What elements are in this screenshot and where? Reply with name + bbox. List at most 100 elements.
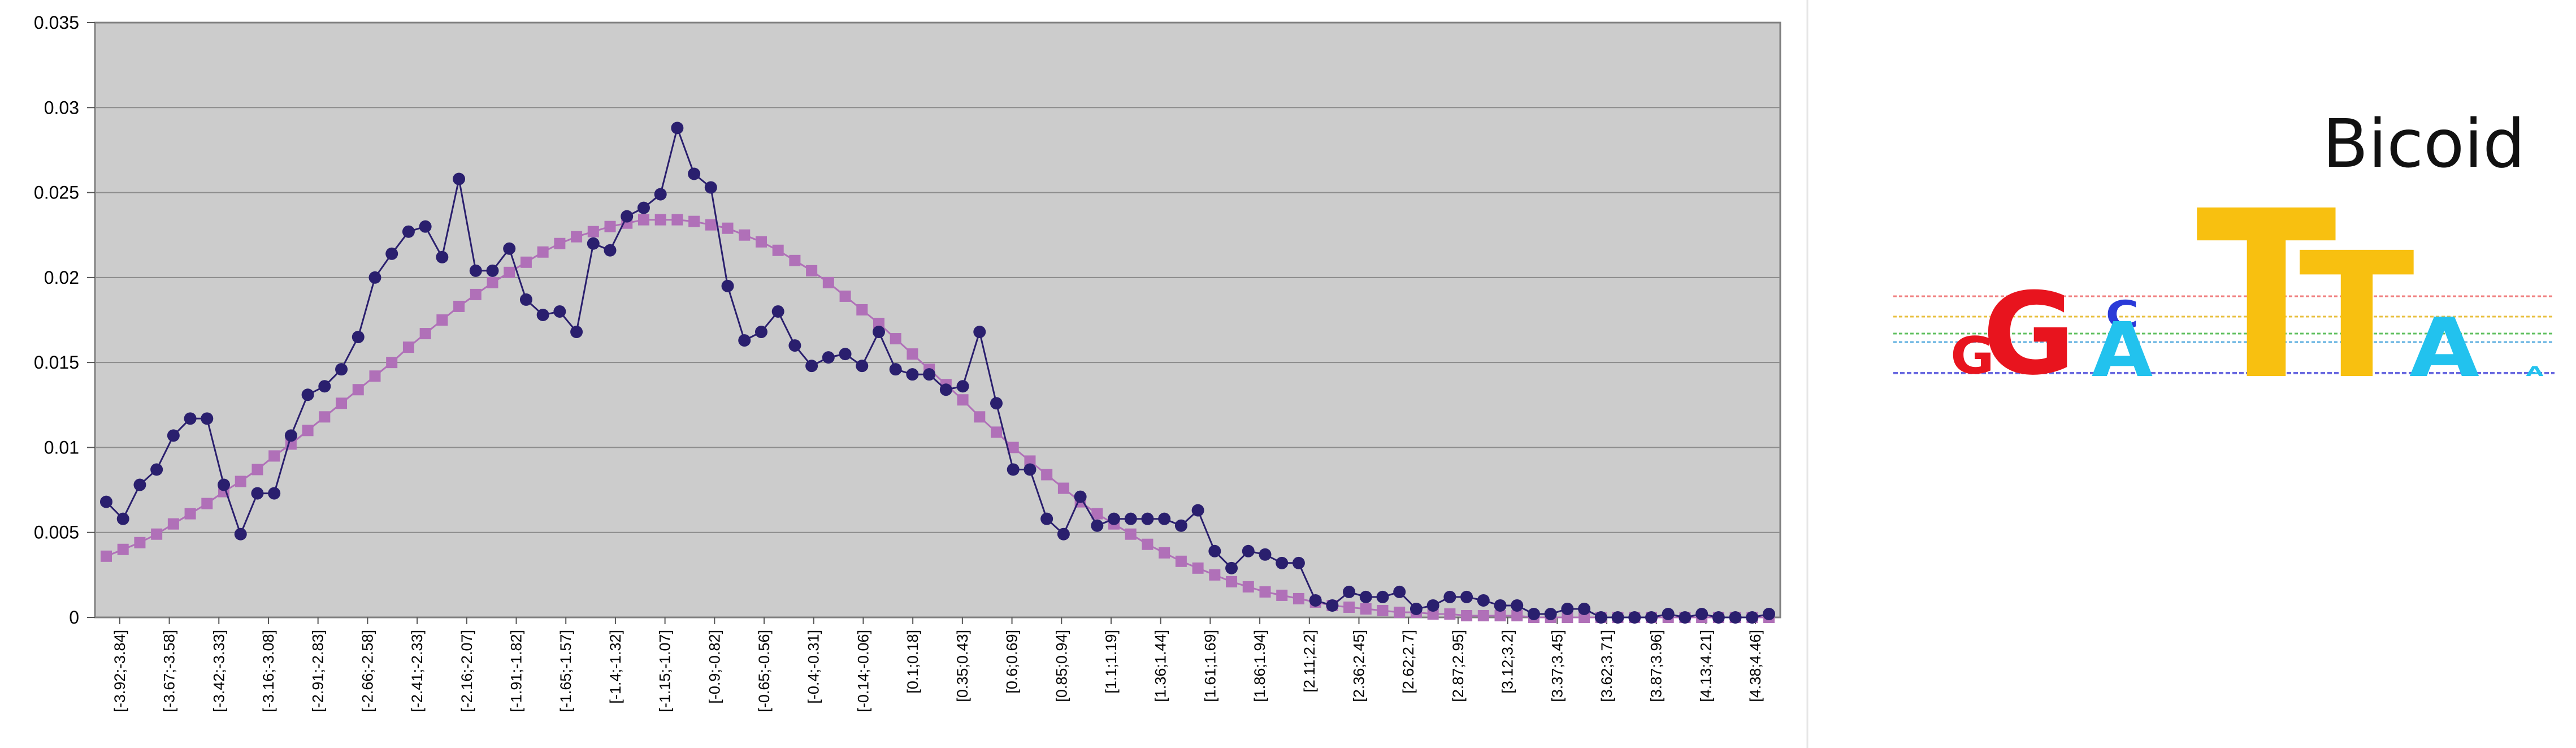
x-tick-label: [-0.9;-0.82] [706,630,723,704]
x-tick-label: [-2.16;-2.07] [458,630,475,712]
data-point [218,478,231,491]
logo-letter-a: A [2092,306,2153,394]
x-tick-label: [2.87;2.95] [1450,630,1467,702]
y-tick-label: 0.015 [34,352,79,373]
data-point [1309,594,1322,607]
x-tick-label: [-3.16;-3.08] [260,630,277,712]
data-point [184,412,197,425]
data-point [1359,590,1372,603]
data-point [150,463,163,476]
data-point [788,339,801,352]
data-point [1511,609,1523,621]
data-point [101,550,112,562]
data-point [1343,601,1355,613]
data-point [167,429,180,442]
data-point [436,314,448,326]
data-point [1057,482,1069,494]
data-point [923,368,936,381]
x-tick-label: [-3.67;-3.58] [161,630,178,712]
x-tick-label: [-1.15;-1.07] [657,630,674,712]
logo-letter-t: T [2196,162,2338,431]
data-point [1158,512,1171,525]
logo-letter-g: G [1983,269,2075,400]
series-line [105,125,1770,619]
plot-area [94,21,1781,619]
data-point [1242,544,1255,557]
logo-letter-a: A [2409,301,2479,395]
x-tick-label: [2.36;2.45] [1351,630,1368,702]
data-point [251,487,264,500]
data-point [1007,442,1019,453]
data-point [856,360,869,373]
data-point [806,265,818,276]
data-point [704,181,717,194]
x-tick-label: [-2.41;-2.33] [409,630,426,712]
data-point [453,300,465,312]
y-tick-label: 0.01 [44,437,79,457]
data-point [856,304,868,315]
data-point [268,450,280,462]
series-observed [100,122,1775,624]
logo-letters: GG CA TTA A [1950,162,2544,431]
series-line [106,219,1769,619]
data-point [1209,569,1221,581]
data-point [621,210,634,223]
data-point [487,276,498,288]
data-point [688,167,701,180]
data-point [402,225,415,238]
y-tick-label: 0.025 [34,183,79,203]
data-point [1712,611,1725,624]
data-point [553,305,566,318]
data-point [907,348,918,360]
data-point [587,237,600,250]
data-point [1578,602,1591,615]
data-point [890,333,901,345]
data-point [117,543,129,555]
data-point [604,244,617,257]
y-tick-label: 0.02 [44,267,79,288]
data-point [1360,603,1372,615]
x-tick-label: [-0.4;-0.31] [805,630,822,704]
data-point [537,246,549,258]
data-point [318,380,331,393]
data-point [1494,609,1506,621]
data-point [352,331,365,344]
x-tick-label: [-2.66;-2.58] [359,630,376,712]
logo-letter-g: G [1950,326,1994,385]
data-point [1191,504,1204,517]
data-point [772,244,784,256]
data-point [1561,602,1574,615]
data-point [1376,590,1389,603]
data-point [100,495,112,508]
data-point [1326,599,1339,612]
data-point [1594,611,1607,624]
data-point [284,429,297,442]
data-point [1091,519,1104,532]
x-tick-label: [2.62;2.7] [1400,630,1417,694]
data-point [503,242,516,255]
data-point [1377,604,1389,616]
data-point [1125,528,1137,540]
data-point [974,411,986,423]
data-point [151,528,163,540]
data-point [352,384,364,396]
data-point [134,537,146,548]
data-point [116,512,129,525]
x-tick-label: [1.61;1.69] [1202,630,1218,702]
y-tick-label: 0 [69,607,79,628]
data-point [1645,611,1658,624]
data-point [789,254,801,266]
data-point [1007,463,1020,476]
data-point [839,290,851,302]
data-point [1276,589,1288,601]
data-point [1679,611,1692,624]
data-point [654,214,666,226]
data-point [1746,611,1759,624]
data-point [234,528,247,541]
data-point [1292,556,1305,569]
data-point [486,264,499,277]
series-group [100,122,1775,624]
y-axis-ticks: 0 0.005 0.01 0.015 0.02 0.025 0.03 0.035 [34,12,95,628]
data-point [738,334,751,347]
data-point [990,397,1003,410]
